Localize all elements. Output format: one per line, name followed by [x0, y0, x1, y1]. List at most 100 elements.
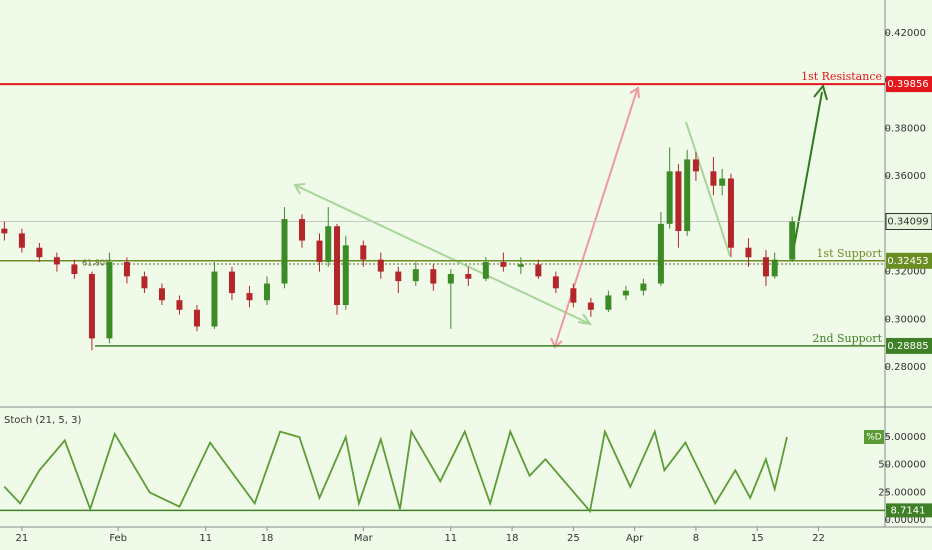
y-tick-label: 75.00000 — [878, 432, 926, 443]
candle-body — [465, 273, 472, 279]
arrow-head — [550, 337, 563, 349]
candle-body — [334, 226, 341, 306]
level-tag-label: 0.39856 — [887, 79, 928, 90]
x-tick-label: 11 — [444, 533, 457, 544]
candle-body — [1, 228, 8, 234]
x-tick-label: 15 — [751, 533, 764, 544]
level-label: 1st Support — [816, 247, 882, 260]
candle-body — [246, 293, 253, 301]
candle-body — [657, 223, 664, 284]
candle-body — [482, 262, 489, 279]
candle-body — [106, 262, 113, 339]
candle-body — [675, 171, 682, 232]
candle-body — [719, 178, 726, 186]
trend-arrow — [791, 91, 823, 259]
candle-body — [18, 233, 25, 248]
candle-body — [517, 264, 524, 267]
candle-body — [325, 226, 332, 263]
candle-body — [360, 245, 367, 260]
candle-body — [430, 269, 437, 284]
candle-body — [552, 276, 559, 289]
x-tick-label: 18 — [261, 533, 274, 544]
candle-body — [587, 302, 594, 310]
candle-body — [158, 288, 165, 301]
y-tick-label: 0.30000 — [885, 314, 926, 325]
price-tag-label: 0.34099 — [887, 216, 928, 227]
y-tick-label: 0.36000 — [885, 171, 926, 182]
x-tick-label: 25 — [567, 533, 580, 544]
candle-body — [500, 262, 507, 267]
candle-body — [123, 262, 130, 277]
candle-body — [692, 159, 699, 172]
level-tag-label: 8.7141 — [891, 505, 926, 516]
candle-body — [211, 271, 218, 327]
x-tick-label: 21 — [16, 533, 29, 544]
candle-body — [640, 283, 647, 291]
candle-body — [535, 264, 542, 277]
y-tick-label: 0.28000 — [885, 362, 926, 373]
level-tag — [886, 337, 932, 354]
candle-body — [377, 259, 384, 272]
level-label: 1st Resistance — [801, 70, 882, 83]
candle-body — [342, 245, 349, 306]
level-tag-label: 0.32453 — [887, 256, 928, 267]
arrow-head — [813, 83, 828, 101]
candle-body — [36, 247, 43, 258]
candle-body — [228, 271, 235, 294]
x-tick-label: 18 — [506, 533, 519, 544]
x-tick-label: Mar — [354, 533, 374, 544]
drawings — [293, 83, 828, 349]
candle-body — [666, 171, 673, 224]
x-tick-label: Feb — [109, 533, 127, 544]
x-tick-label: 11 — [199, 533, 212, 544]
stoch-line — [3, 428, 788, 514]
candle-body — [605, 295, 612, 310]
candle-body — [727, 178, 734, 248]
candle-body — [316, 240, 323, 263]
y-tick-label: 50.00000 — [878, 460, 926, 471]
candle-body — [570, 288, 577, 303]
legend-label: %D — [866, 433, 882, 443]
level-tag — [886, 252, 932, 269]
y-tick-label: 25.00000 — [878, 487, 926, 498]
candle-body — [71, 264, 78, 274]
candle-body — [710, 171, 717, 186]
candle-body — [762, 257, 769, 277]
arrow-head — [577, 313, 593, 326]
level-tag — [886, 503, 932, 518]
y-tick-label: 0.38000 — [885, 123, 926, 134]
x-tick-label: 8 — [693, 533, 699, 544]
indicator-title: Stoch (21, 5, 3) — [4, 415, 81, 426]
fib-label: 61.80% — [82, 259, 113, 268]
candle-body — [281, 219, 288, 284]
level-label: 2nd Support — [812, 332, 882, 345]
level-tag-label: 0.28885 — [887, 341, 928, 352]
arrow-head — [629, 86, 640, 99]
candle-body — [176, 300, 183, 310]
trend-arrow — [554, 89, 638, 347]
candle-body — [193, 309, 200, 327]
candle-body — [88, 273, 95, 339]
candle-body — [412, 269, 419, 282]
level-tag — [886, 76, 932, 93]
price-tag — [885, 212, 932, 230]
candle-body — [684, 159, 691, 232]
y-tick-label: 0.32000 — [885, 267, 926, 278]
candle-body — [395, 271, 402, 282]
candle-body — [263, 283, 270, 301]
candle-body — [299, 219, 306, 241]
candle-body — [53, 257, 60, 265]
y-tick-label: 0.00000 — [885, 515, 926, 526]
arrow-head — [293, 183, 306, 195]
candle-body — [789, 221, 796, 260]
candle-body — [447, 273, 454, 284]
x-tick-label: Apr — [626, 533, 644, 544]
legend-tag — [864, 430, 884, 444]
candle-body — [622, 290, 629, 296]
y-tick-label: 0.42000 — [885, 28, 926, 39]
trend-arrow — [296, 185, 589, 324]
candle-body — [141, 276, 148, 289]
x-tick-label: 22 — [812, 533, 825, 544]
candle-body — [745, 247, 752, 258]
